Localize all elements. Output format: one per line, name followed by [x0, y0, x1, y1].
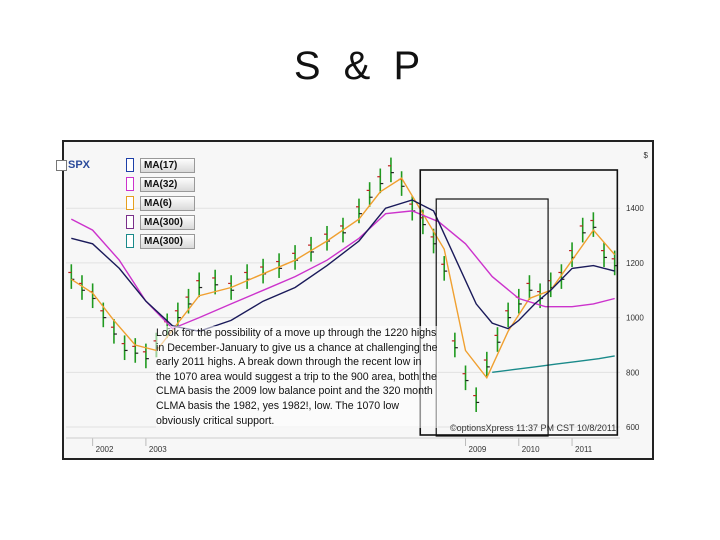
x-tick-label: 2010: [522, 445, 540, 454]
highlight-box-inner: [435, 198, 549, 437]
slide-title: S & P: [293, 44, 427, 88]
highlight-box-outer: [419, 169, 619, 436]
legend-swatch: [126, 215, 134, 229]
x-tick-label: 2003: [149, 445, 167, 454]
ma-line: [492, 355, 615, 373]
legend-swatch: [126, 196, 134, 210]
ma-line: [70, 177, 616, 380]
y-tick-label: 1000: [626, 314, 644, 323]
x-tick-label: 2002: [96, 445, 114, 454]
chart-watermark: ©optionsXpress 11:37 PM CST 10/8/2011: [450, 423, 617, 433]
y-tick-label: 1400: [626, 204, 644, 213]
x-tick-label: 2009: [469, 445, 487, 454]
legend-swatch: [126, 177, 134, 191]
y-tick-label: 800: [626, 368, 640, 377]
legend-label: MA(6): [140, 196, 195, 211]
legend-label: MA(300): [140, 215, 195, 230]
symbol-checkbox[interactable]: [56, 160, 67, 171]
y-tick-label: 600: [626, 423, 640, 432]
legend-label: MA(32): [140, 177, 195, 192]
ma-line: [71, 199, 615, 333]
symbol-label: SPX: [68, 159, 91, 171]
legend-label: MA(17): [140, 158, 195, 173]
chart-annotation: Look for the possibility of a move up th…: [156, 326, 438, 429]
currency-label: $: [643, 151, 648, 160]
x-tick-label: 2011: [575, 445, 593, 454]
legend-swatch: [126, 234, 134, 248]
legend-label: MA(300): [140, 234, 195, 249]
legend-swatch: [126, 158, 134, 172]
y-tick-label: 1200: [626, 259, 644, 268]
